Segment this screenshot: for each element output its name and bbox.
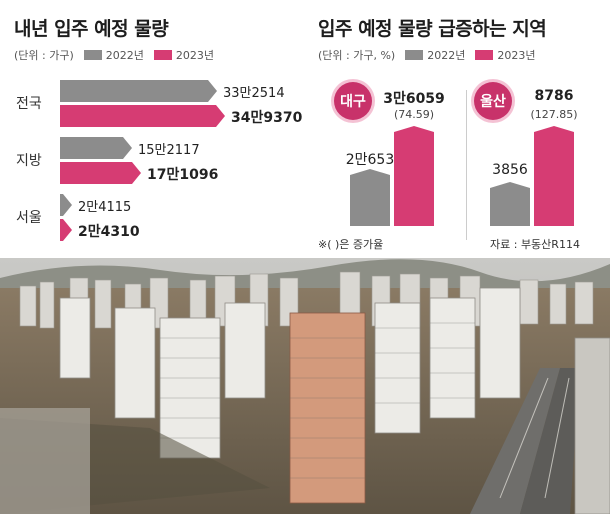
column-value-label: 8786 bbox=[534, 88, 574, 104]
right-chart-legend: (단위 : 가구, %) 2022년 2023년 bbox=[318, 47, 545, 63]
apartment-complex-photo bbox=[0, 258, 610, 514]
category-label: 서울 bbox=[16, 210, 42, 226]
legend-label-2023: 2023년 bbox=[497, 49, 536, 62]
bar-2022 bbox=[60, 194, 72, 216]
column-2022 bbox=[490, 182, 530, 226]
growth-rate-label: (74.59) bbox=[393, 108, 435, 121]
column-2022 bbox=[350, 169, 390, 226]
region-badge: 대구 bbox=[334, 82, 372, 120]
category-label: 전국 bbox=[16, 96, 42, 112]
growth-rate-label: (127.85) bbox=[530, 108, 578, 121]
legend-swatch-2023 bbox=[153, 50, 172, 60]
bar-value-label: 2만4310 bbox=[78, 224, 140, 240]
region-badge: 울산 bbox=[474, 82, 512, 120]
legend-swatch-2022 bbox=[83, 50, 102, 60]
column-value-label: 3만6059 bbox=[383, 91, 445, 107]
left-chart-title: 내년 입주 예정 물량 bbox=[14, 18, 169, 40]
bar-2023 bbox=[60, 162, 141, 184]
legend-label-2022: 2022년 bbox=[105, 49, 144, 62]
column-2023 bbox=[394, 126, 434, 226]
bar-value-label: 15만2117 bbox=[138, 143, 200, 158]
legend-label-2023: 2023년 bbox=[175, 49, 215, 62]
bar-value-label: 17만1096 bbox=[147, 167, 219, 183]
bar-value-label: 33만2514 bbox=[223, 86, 285, 101]
category-label: 지방 bbox=[16, 153, 42, 169]
left-chart-legend: (단위 : 가구) 2022년 2023년 bbox=[14, 47, 224, 63]
legend-swatch-2022 bbox=[405, 50, 424, 60]
bar-2023 bbox=[60, 219, 72, 241]
bar-2022 bbox=[60, 80, 217, 102]
bar-2023 bbox=[60, 105, 225, 127]
bar-2022 bbox=[60, 137, 132, 159]
column-value-label: 2만653 bbox=[345, 152, 395, 168]
left-unit-label: (단위 : 가구) bbox=[14, 49, 74, 62]
right-unit-label: (단위 : 가구, %) bbox=[318, 49, 396, 62]
bar-value-label: 34만9370 bbox=[231, 110, 303, 126]
growth-rate-note: ※( )은 증가율 bbox=[318, 238, 384, 251]
bar-value-label: 2만4115 bbox=[78, 200, 132, 215]
right-chart-title: 입주 예정 물량 급증하는 지역 bbox=[318, 18, 547, 40]
source-note: 자료 : 부동산R114 bbox=[490, 238, 580, 251]
column-2023 bbox=[534, 126, 574, 226]
legend-swatch-2023 bbox=[475, 50, 494, 60]
region-divider bbox=[466, 90, 467, 240]
column-value-label: 3856 bbox=[492, 162, 528, 178]
legend-label-2022: 2022년 bbox=[427, 49, 466, 62]
